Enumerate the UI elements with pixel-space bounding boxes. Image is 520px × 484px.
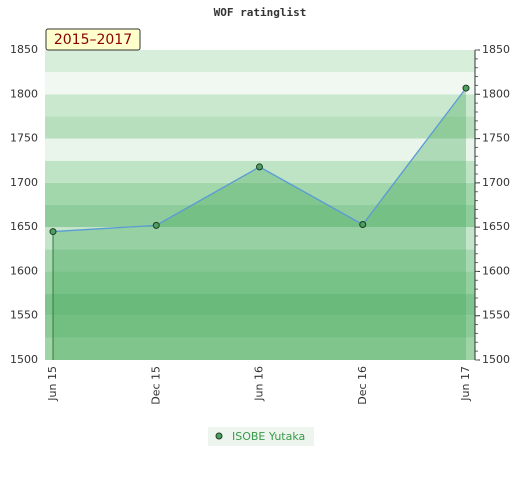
background-band [45, 293, 475, 316]
legend-label: ISOBE Yutaka [232, 430, 305, 443]
background-band [45, 160, 475, 183]
background-band [45, 315, 475, 338]
point [152, 221, 160, 229]
y-tick-label: 1750 [10, 132, 38, 145]
legend-marker [215, 432, 223, 440]
point [359, 220, 367, 228]
point [462, 84, 470, 92]
background-band [45, 116, 475, 139]
x-tick-label: Dec 16 [356, 366, 369, 405]
y2-tick-label: 1800 [482, 87, 510, 100]
x-tick-label: Jun 15 [46, 366, 59, 402]
y-tick-label: 1500 [10, 353, 38, 366]
point [49, 228, 57, 236]
background-band [45, 205, 475, 228]
area [53, 88, 466, 360]
y-tick-label: 1800 [10, 87, 38, 100]
legend-box [208, 427, 314, 446]
point [256, 163, 263, 171]
background-band [45, 72, 475, 95]
background-band [45, 182, 475, 205]
background-band [45, 138, 475, 161]
x-tick-label: Dec 15 [149, 366, 162, 405]
y2-tick-label: 1650 [482, 220, 510, 233]
background-band [45, 271, 475, 294]
y-tick-label: 1650 [10, 220, 38, 233]
background-band [45, 50, 475, 73]
y2-tick-label: 1850 [482, 43, 510, 56]
chart-title: WOF ratinglist [214, 6, 307, 19]
y-tick-label: 1850 [10, 43, 38, 56]
y-tick-label: 1550 [10, 309, 38, 322]
y-tick-label: 1700 [10, 176, 38, 189]
legend: ISOBE Yutaka [208, 427, 314, 446]
y2-tick-label: 1600 [482, 264, 510, 277]
y2-tick-label: 1550 [482, 309, 510, 322]
badge-box [45, 28, 141, 51]
x-tick-label: Jun 17 [459, 366, 472, 402]
badge: 2015–2017 [54, 32, 132, 48]
background-band [45, 249, 475, 272]
x-tick-label: Jun 16 [253, 366, 266, 402]
background-band [45, 337, 475, 360]
y2-tick-label: 1700 [482, 176, 510, 189]
y-tick-label: 1600 [10, 264, 38, 277]
background-band [45, 94, 475, 117]
y2-tick-label: 1750 [482, 132, 510, 145]
background-band [45, 227, 475, 250]
y2-tick-label: 1500 [482, 353, 510, 366]
